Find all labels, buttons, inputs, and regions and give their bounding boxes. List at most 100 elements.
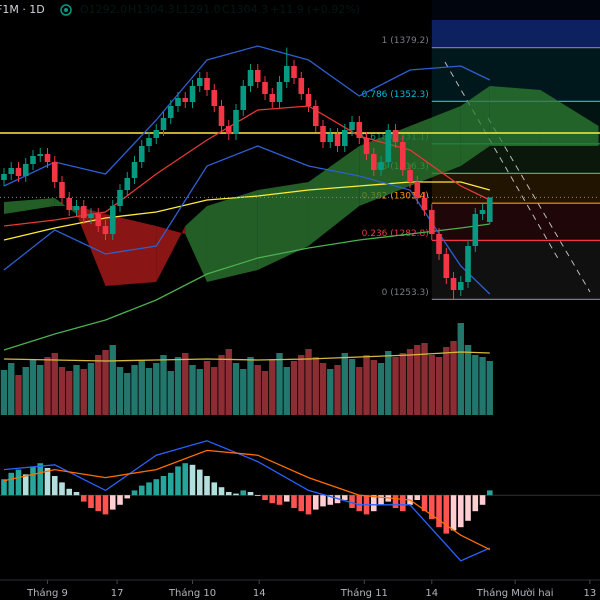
macd-histogram-bar xyxy=(117,495,123,505)
candle-body xyxy=(262,82,268,94)
candle-body xyxy=(283,66,290,82)
volume-bar xyxy=(174,357,182,415)
ichimoku-cloud xyxy=(3,198,55,214)
ichimoku-cloud xyxy=(460,86,490,166)
volume-bar xyxy=(66,371,73,415)
macd-histogram-bar xyxy=(312,495,319,510)
volume-bar xyxy=(276,353,283,415)
candle-body xyxy=(73,206,80,210)
candle-body xyxy=(428,210,435,234)
volume-bar xyxy=(240,369,247,415)
candle-body xyxy=(399,142,406,170)
macd-histogram-bar xyxy=(109,495,116,510)
volume-bar xyxy=(305,349,312,415)
volume-bar xyxy=(414,345,421,415)
candle-body xyxy=(254,70,261,82)
macd-histogram-bar xyxy=(305,495,312,515)
fib-label: 0.236 (1282.8) xyxy=(362,229,429,239)
candle-body xyxy=(349,122,355,130)
macd-histogram-bar xyxy=(327,495,334,505)
volume-bar xyxy=(153,363,160,415)
candle-body xyxy=(51,162,58,182)
volume-bar xyxy=(247,357,254,415)
macd-histogram-bar xyxy=(196,469,203,496)
macd-histogram-bar xyxy=(392,495,399,508)
macd-histogram-bar xyxy=(80,495,87,502)
volume-bar xyxy=(80,369,87,415)
candle-body xyxy=(298,78,305,94)
macd-histogram-bar xyxy=(88,495,94,508)
candle-body xyxy=(450,278,457,290)
macd-histogram-bar xyxy=(399,495,406,512)
candle-body xyxy=(312,106,319,126)
candle-body xyxy=(378,162,384,170)
candle-body xyxy=(153,130,160,138)
x-tick-label: 13 xyxy=(583,588,596,599)
ichimoku-cloud xyxy=(54,198,77,214)
macd-histogram-bar xyxy=(414,495,421,500)
volume-bar xyxy=(464,345,472,415)
macd-histogram-bar xyxy=(349,495,355,508)
x-tick-label: Tháng 9 xyxy=(26,587,68,599)
candle-body xyxy=(44,154,51,162)
macd-histogram-bar xyxy=(298,495,305,512)
macd-histogram-bar xyxy=(262,495,268,500)
indicator-line xyxy=(3,181,490,241)
fib-label: 0.382 (1301.4) xyxy=(362,192,429,202)
candle-body xyxy=(124,178,131,190)
candle-body xyxy=(218,106,225,126)
macd-histogram-bar xyxy=(320,495,326,507)
volume-bar xyxy=(385,351,392,415)
macd-histogram-bar xyxy=(218,487,225,496)
macd-histogram-bar xyxy=(153,479,160,496)
volume-bar xyxy=(254,365,261,415)
ichimoku-cloud xyxy=(257,182,309,270)
macd-histogram-bar xyxy=(341,495,348,500)
ichimoku-cloud xyxy=(207,190,258,282)
ichimoku-cloud xyxy=(156,226,186,282)
macd-histogram-bar xyxy=(211,482,218,496)
candle-body xyxy=(356,122,363,138)
macd-histogram-bar xyxy=(66,488,73,496)
candle-body xyxy=(457,282,464,290)
volume-bar xyxy=(319,363,327,415)
status-icon[interactable] xyxy=(60,4,72,16)
candle-body xyxy=(66,198,73,210)
macd-histogram-bar xyxy=(378,495,384,505)
macd-histogram-bar xyxy=(59,482,65,496)
macd-histogram-bar xyxy=(175,466,181,496)
candle-body xyxy=(327,134,334,142)
candle-body xyxy=(407,170,413,182)
candle-body xyxy=(211,90,218,106)
candle-body xyxy=(247,70,254,86)
volume-bar xyxy=(138,360,145,415)
header-bar xyxy=(0,0,600,20)
volume-ma-line xyxy=(3,351,490,362)
fib-label: 0.786 (1352.3) xyxy=(362,90,429,100)
macd-histogram-bar xyxy=(457,495,464,528)
volume-bar xyxy=(196,369,203,415)
candle-body xyxy=(117,190,123,206)
drawing-line xyxy=(487,117,591,293)
macd-histogram-bar xyxy=(138,485,145,496)
candle-body xyxy=(370,154,377,170)
macd-histogram-bar xyxy=(1,479,7,496)
volume-bar xyxy=(167,371,174,415)
macd-histogram-bar xyxy=(479,495,486,505)
volume-bar xyxy=(189,365,196,415)
candle-body xyxy=(392,130,399,142)
candle-body xyxy=(334,134,341,146)
volume-bar xyxy=(37,365,44,415)
volume-bar xyxy=(348,359,356,415)
volume-bar xyxy=(218,355,225,415)
volume-bar xyxy=(73,365,80,415)
macd-histogram-bar xyxy=(450,495,457,531)
candle-body xyxy=(160,118,167,130)
symbol: F1M · 1D xyxy=(0,3,45,16)
volume-bar xyxy=(435,357,443,415)
volume-bar xyxy=(116,367,124,415)
macd-histogram-bar xyxy=(472,495,479,512)
volume-bar xyxy=(283,367,290,415)
ichimoku-cloud xyxy=(185,206,208,282)
